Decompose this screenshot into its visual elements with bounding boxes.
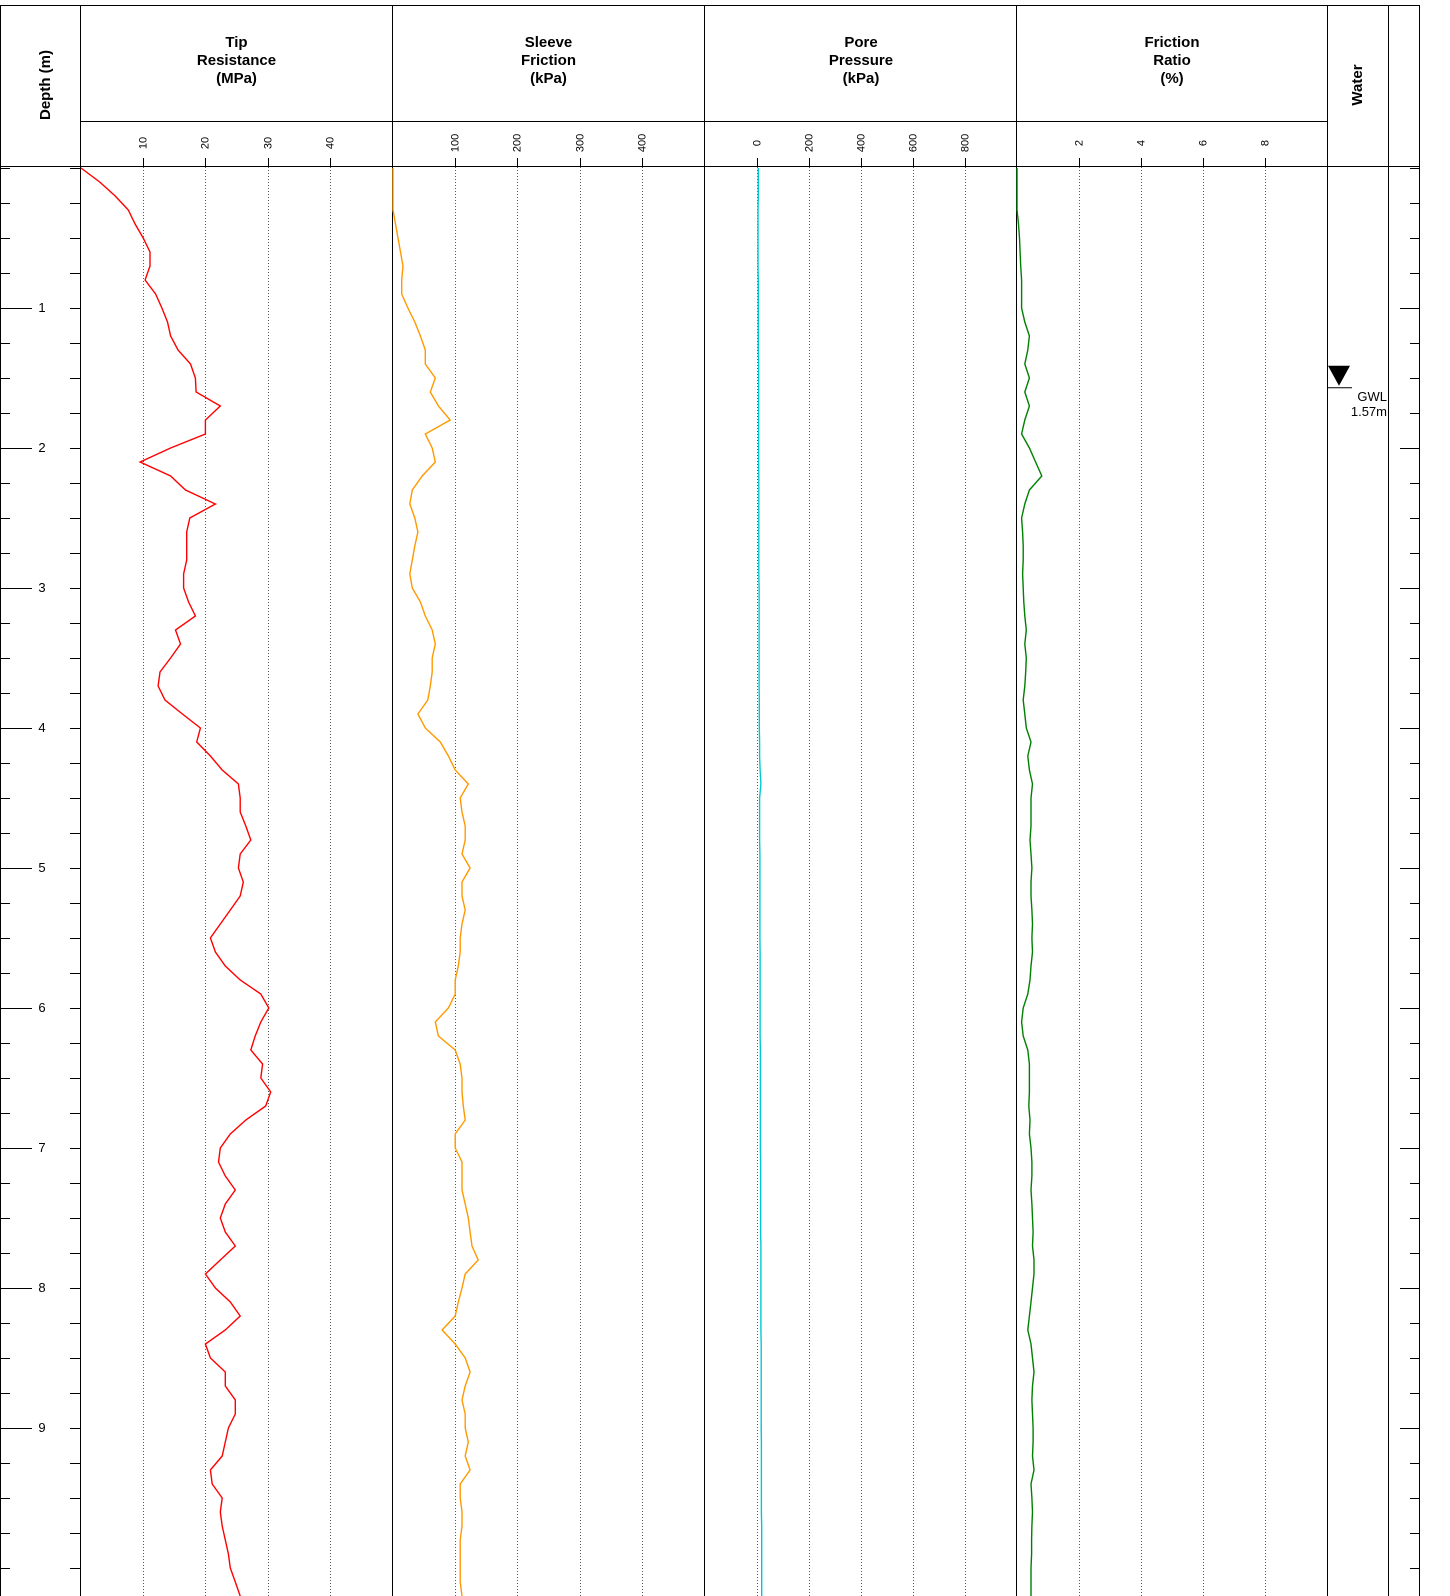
x-tick-label: 600 [907, 134, 919, 152]
x-tick-label: 800 [959, 134, 971, 152]
depth-tick-label: 2 [38, 440, 45, 455]
water-title: Water [1349, 64, 1366, 105]
profile-line [392, 168, 480, 1596]
x-tick-label: 40 [324, 137, 336, 149]
x-tick-label: 200 [803, 134, 815, 152]
track-title: Ratio [1153, 52, 1191, 69]
x-tick-label: 10 [137, 137, 149, 149]
depth-tick-label: 8 [38, 1280, 45, 1295]
x-tick-label: 8 [1259, 140, 1271, 146]
track-title: Friction [521, 52, 576, 69]
x-tick-label: 100 [449, 134, 461, 152]
track-title: Resistance [197, 52, 276, 69]
gwl-marker [1328, 365, 1350, 386]
profile-line [757, 168, 763, 1596]
depth-tick-label: 1 [38, 300, 45, 315]
depth-title: Depth (m) [37, 50, 54, 120]
x-tick-label: 200 [511, 134, 523, 152]
track-title: (kPa) [843, 70, 880, 87]
x-tick-label: 0 [751, 140, 763, 146]
track-title: Pressure [829, 52, 893, 69]
depth-tick-label: 7 [38, 1140, 45, 1155]
x-tick-label: 300 [574, 134, 586, 152]
border [0, 5, 1420, 1596]
depth-tick-label: 5 [38, 860, 45, 875]
x-tick-label: 30 [262, 137, 274, 149]
x-tick-label: 4 [1135, 140, 1147, 146]
profile-line [80, 167, 272, 1596]
depth-tick-label: 9 [38, 1420, 45, 1435]
track-title: Pore [844, 34, 877, 51]
gwl-label: GWL [1357, 389, 1387, 404]
profile-line [1016, 168, 1043, 1596]
track-title: Friction [1145, 34, 1200, 51]
track-title: (kPa) [530, 70, 567, 87]
depth-tick-label: 6 [38, 1000, 45, 1015]
x-tick-label: 400 [855, 134, 867, 152]
frame [0, 5, 1420, 1596]
x-tick-label: 400 [636, 134, 648, 152]
gwl-depth-label: 1.57m [1351, 404, 1387, 419]
track-title: (%) [1160, 70, 1183, 87]
x-tick-label: 20 [199, 137, 211, 149]
x-tick-label: 6 [1197, 140, 1209, 146]
track-title: Tip [225, 34, 247, 51]
depth-tick-label: 3 [38, 580, 45, 595]
x-tick-label: 2 [1073, 140, 1085, 146]
depth-tick-label: 4 [38, 720, 45, 735]
track-title: Sleeve [525, 34, 573, 51]
track-title: (MPa) [216, 70, 257, 87]
